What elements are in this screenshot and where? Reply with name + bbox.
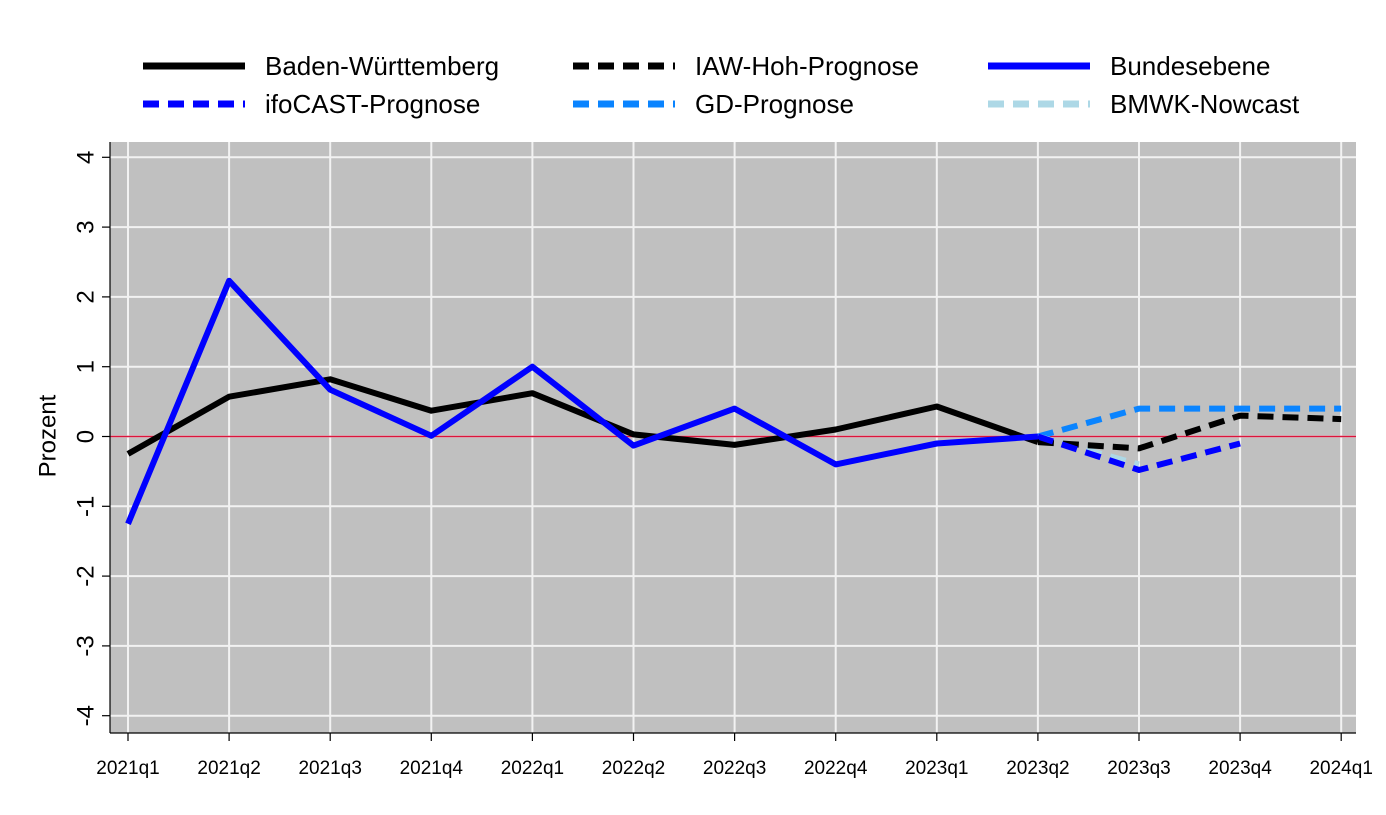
y-tick-label: 2 [73, 290, 100, 303]
y-tick-label: -4 [73, 705, 100, 726]
x-tick-label: 2024q1 [1309, 758, 1372, 779]
series-line-iaw-hoh-prognose [1037, 412, 1342, 452]
y-tick-label: 4 [73, 151, 100, 164]
y-axis-title: Prozent [35, 394, 62, 477]
series-line-gd-prognose [1037, 405, 1342, 440]
x-tick-label: 2022q4 [804, 758, 868, 779]
x-tick-label: 2022q1 [501, 758, 564, 779]
legend-label: GD-Prognose [695, 89, 854, 119]
x-tick-label: 2023q2 [1006, 758, 1069, 779]
y-tick-label: -3 [73, 635, 100, 656]
x-tick-label: 2021q4 [400, 758, 464, 779]
y-tick-label: 0 [73, 430, 100, 443]
legend-label: Baden-Württemberg [265, 51, 499, 81]
x-tick-label: 2022q2 [602, 758, 665, 779]
x-tick-label: 2023q4 [1208, 758, 1272, 779]
x-tick-label: 2023q1 [905, 758, 968, 779]
x-tick-label: 2021q3 [298, 758, 361, 779]
y-tick-label: 1 [73, 360, 100, 373]
legend-label: BMWK-Nowcast [1110, 89, 1300, 119]
series-line-baden-w-rttemberg [126, 376, 1039, 457]
series-line-bundesebene [125, 277, 1039, 525]
legend-label: Bundesebene [1110, 51, 1270, 81]
legend-label: IAW-Hoh-Prognose [695, 51, 919, 81]
x-tick-label: 2022q3 [703, 758, 766, 779]
x-tick-label: 2021q2 [197, 758, 260, 779]
y-tick-label: 3 [73, 220, 100, 233]
y-tick-label: -2 [73, 565, 100, 586]
x-tick-label: 2021q1 [96, 758, 159, 779]
x-tick-label: 2023q3 [1107, 758, 1170, 779]
legend-label: ifoCAST-Prognose [265, 89, 480, 119]
series-line-ifocast-prognose [1036, 433, 1241, 473]
y-tick-label: -1 [73, 496, 100, 517]
